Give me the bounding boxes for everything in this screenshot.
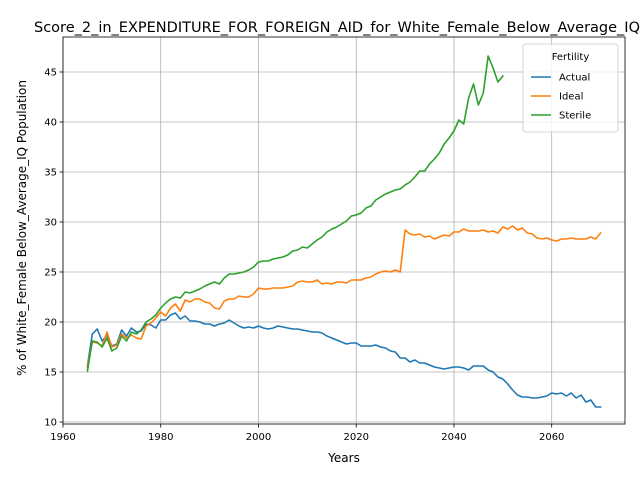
- y-tick-label: 25: [44, 268, 57, 279]
- x-tick-label: 1960: [50, 432, 75, 443]
- x-tick-label: 2000: [246, 432, 271, 443]
- plot-frame: [62, 36, 626, 425]
- x-axis-label: Years: [327, 451, 360, 465]
- series-line-actual: [86, 312, 602, 408]
- legend-label-ideal: Ideal: [559, 92, 583, 103]
- axis-ticks: 1960 1980 2000 2020 2040 2060 10 15 20 25 30 35 40 45: [44, 68, 564, 444]
- y-tick-label: 30: [44, 218, 57, 229]
- chart-title: Score_2_in_EXPENDITURE_FOR_FOREIGN_AID_f…: [34, 20, 640, 36]
- x-tick-label: 1980: [148, 432, 173, 443]
- legend-title: Fertility: [552, 52, 590, 63]
- y-tick-label: 35: [44, 168, 57, 179]
- legend-box: [522, 43, 619, 133]
- y-tick-label: 15: [44, 368, 57, 379]
- series-lines: [86, 55, 602, 408]
- series-line-ideal: [86, 225, 602, 368]
- legend: Fertility Actual Ideal Sterile: [522, 43, 619, 133]
- x-tick-label: 2040: [441, 432, 466, 443]
- x-tick-label: 2060: [539, 432, 564, 443]
- y-tick-label: 20: [44, 318, 57, 329]
- y-tick-label: 45: [44, 68, 57, 79]
- y-tick-label: 10: [44, 418, 57, 429]
- series-line-sterile: [86, 55, 504, 372]
- x-tick-label: 2020: [343, 432, 368, 443]
- legend-label-sterile: Sterile: [559, 111, 591, 122]
- y-axis-label: % of White_Female Below_Average_IQ Popul…: [15, 80, 29, 376]
- y-tick-label: 40: [44, 118, 57, 129]
- legend-label-actual: Actual: [559, 73, 590, 84]
